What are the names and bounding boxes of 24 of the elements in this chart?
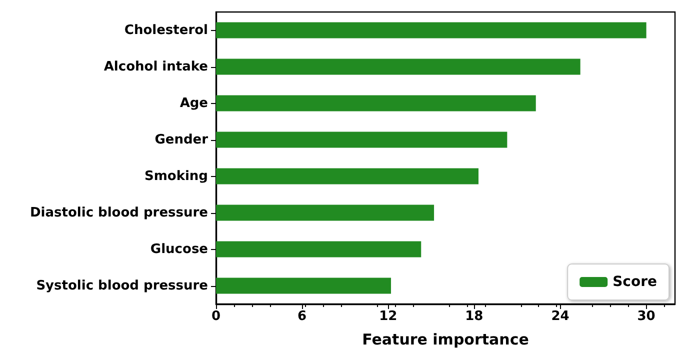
y-tick-label: Glucose: [150, 242, 208, 257]
y-tick-label: Alcohol intake: [104, 59, 208, 74]
bar: [216, 95, 536, 112]
y-tick-label: Gender: [154, 132, 209, 148]
x-tick-label: 30: [637, 309, 656, 324]
x-tick-label: 18: [465, 309, 484, 324]
bar: [216, 58, 580, 75]
bar: [216, 132, 508, 148]
y-tick-label: Diastolic blood pressure: [30, 205, 208, 220]
y-tick-label: Cholesterol: [124, 22, 208, 38]
x-tick-label: 6: [298, 309, 307, 324]
bar: [216, 278, 391, 294]
x-axis-title: Feature importance: [362, 330, 529, 348]
bar: [216, 204, 434, 221]
bar: [216, 22, 646, 38]
y-tick-label: Smoking: [144, 168, 208, 184]
bar: [216, 241, 422, 258]
legend-label: Score: [612, 274, 658, 290]
bar: [216, 168, 478, 184]
x-tick-label: 24: [551, 309, 570, 324]
x-tick-label: 0: [211, 309, 221, 324]
y-tick-label: Age: [180, 96, 208, 111]
y-tick-label: Systolic blood pressure: [36, 278, 208, 294]
x-tick-label: 12: [379, 309, 398, 324]
